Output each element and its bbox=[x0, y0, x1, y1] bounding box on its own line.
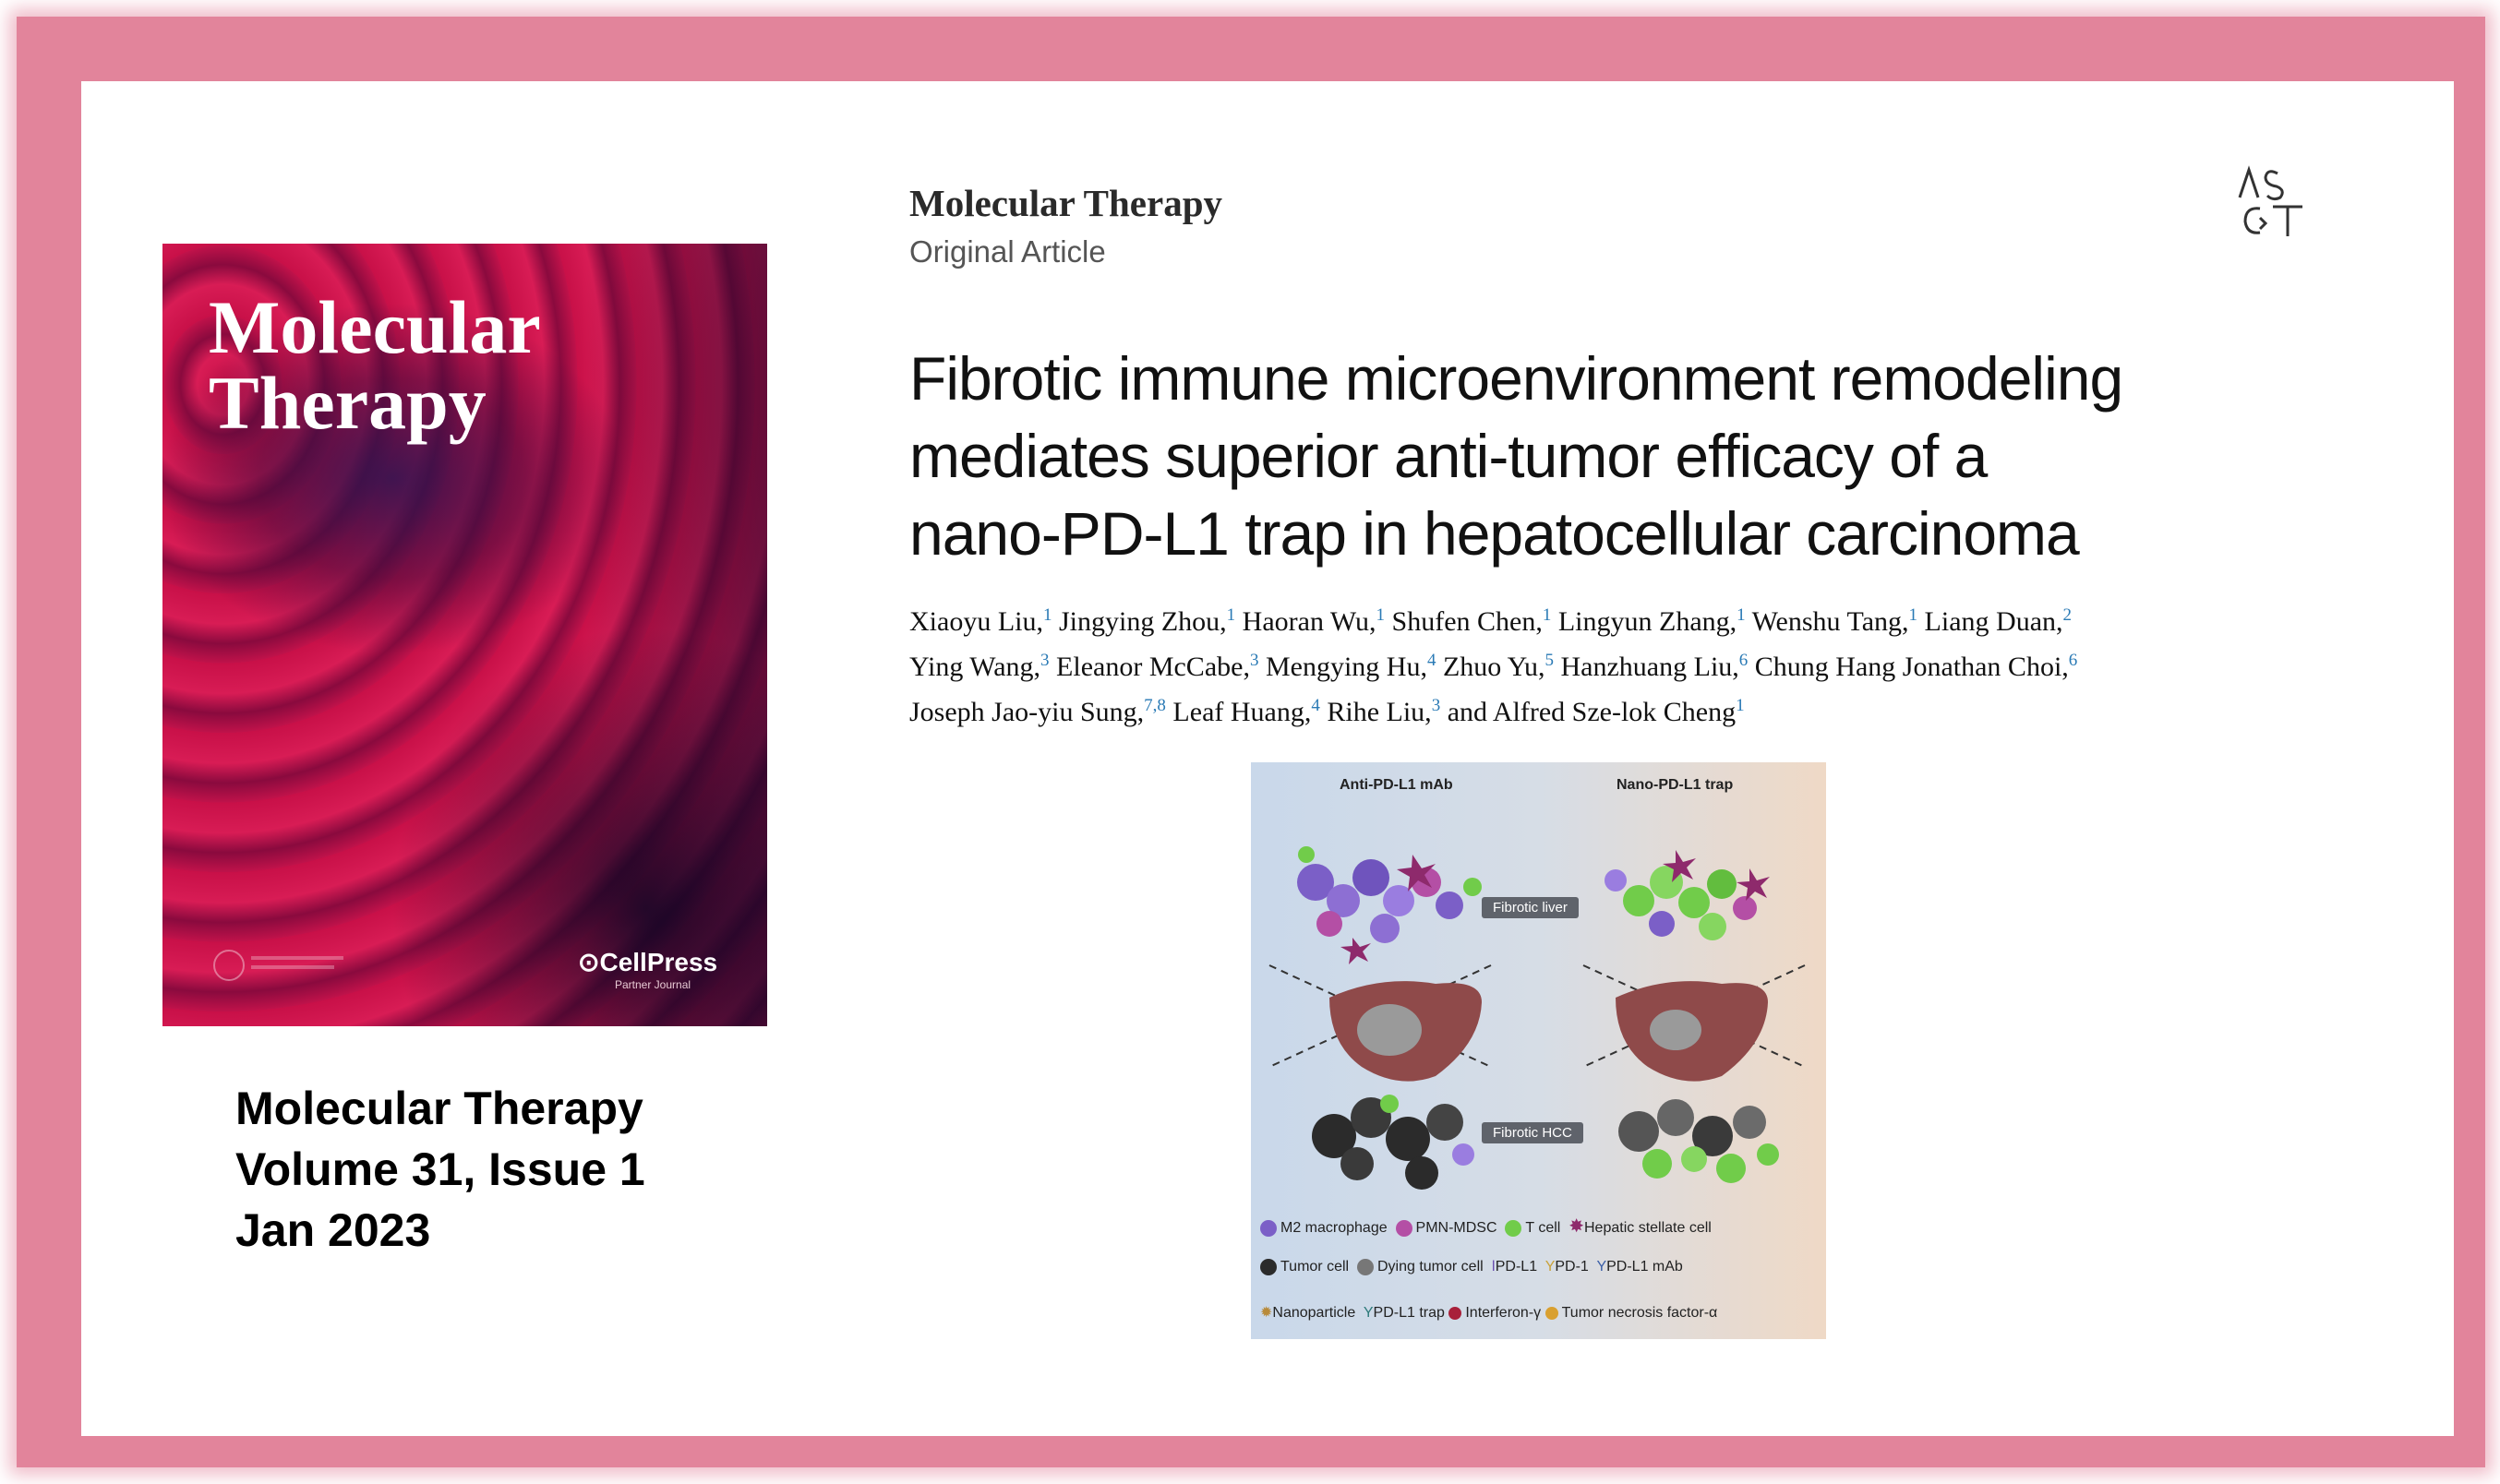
pd-l1-trap-icon: Y bbox=[1363, 1305, 1374, 1321]
partner-journal-label: Partner Journal bbox=[615, 978, 691, 991]
affiliation-ref: 3 bbox=[1040, 651, 1050, 670]
affiliation-ref: 1 bbox=[1736, 696, 1745, 715]
legend-label: T cell bbox=[1525, 1220, 1561, 1236]
author[interactable]: Chung Hang Jonathan Choi, bbox=[1754, 652, 2069, 682]
pd-l1-mab-icon: Y bbox=[1596, 1259, 1607, 1275]
author[interactable]: Shufen Chen, bbox=[1391, 606, 1543, 637]
affiliation-ref: 1 bbox=[1042, 605, 1052, 625]
ga-legend-row: Tumor cell Dying tumor cell ǀPD-L1 YPD-1… bbox=[1260, 1259, 1683, 1275]
author[interactable]: Liang Duan, bbox=[1924, 606, 2063, 637]
affiliation-ref: 5 bbox=[1544, 651, 1555, 670]
author-list: Xiaoyu Liu,1 Jingying Zhou,1 Haoran Wu,1… bbox=[909, 596, 2294, 732]
affiliation-ref: 1 bbox=[1542, 605, 1552, 625]
legend-label: M2 macrophage bbox=[1280, 1220, 1388, 1236]
affiliation-ref: 3 bbox=[1431, 696, 1441, 715]
legend-label: Tumor cell bbox=[1280, 1259, 1350, 1275]
ga-legend-row: ✹Nanoparticle YPD-L1 trap Interferon-γ T… bbox=[1260, 1303, 1717, 1322]
cover-title: Molecular Therapy bbox=[209, 290, 726, 441]
legend-label: Hepatic stellate cell bbox=[1584, 1220, 1712, 1236]
tnf-alpha-icon bbox=[1544, 1306, 1558, 1320]
article-journal-name: Molecular Therapy bbox=[909, 182, 1222, 224]
pd-1-icon: Y bbox=[1544, 1259, 1556, 1275]
nanoparticle-icon: ✹ bbox=[1260, 1305, 1273, 1321]
affiliation-ref: 1 bbox=[1226, 605, 1236, 625]
author-line: Xiaoyu Liu,1 Jingying Zhou,1 Haoran Wu,1… bbox=[909, 596, 2294, 641]
legend-label: PD-L1 bbox=[1495, 1259, 1538, 1275]
legend-label: Nanoparticle bbox=[1272, 1305, 1356, 1321]
m2-macrophage-icon bbox=[1260, 1219, 1277, 1237]
ga-fibrotic-liver-right bbox=[1605, 850, 1770, 940]
ga-fibrotic-hcc-right bbox=[1618, 1099, 1779, 1183]
legend-label: PMN-MDSC bbox=[1415, 1220, 1497, 1236]
graphical-abstract: Anti-PD-L1 mAb Nano-PD-L1 trap bbox=[1251, 762, 1826, 1339]
legend-label: Dying tumor cell bbox=[1376, 1259, 1484, 1275]
title-line: mediates superior anti-tumor efficacy of… bbox=[909, 422, 1988, 490]
affiliation-ref: 3 bbox=[1249, 651, 1259, 670]
author-line: Joseph Jao-yiu Sung,7,8 Leaf Huang,4 Rih… bbox=[909, 687, 2294, 732]
interferon-gamma-icon bbox=[1448, 1306, 1462, 1320]
legend-label: PD-L1 mAb bbox=[1606, 1259, 1683, 1275]
author[interactable]: Lingyun Zhang, bbox=[1557, 606, 1737, 637]
affiliation-ref: 4 bbox=[1311, 696, 1320, 715]
author[interactable]: Leaf Huang, bbox=[1172, 697, 1312, 727]
citation-block: Molecular Therapy Volume 31, Issue 1 Jan… bbox=[235, 1078, 645, 1261]
author[interactable]: Haoran Wu, bbox=[1242, 606, 1376, 637]
author[interactable]: Eleanor McCabe, bbox=[1056, 652, 1250, 682]
asgct-cover-logo-icon bbox=[213, 950, 343, 981]
legend-label: PD-L1 trap bbox=[1373, 1305, 1445, 1321]
author[interactable]: Jingying Zhou, bbox=[1058, 606, 1227, 637]
journal-cover-image: Molecular Therapy ⊙CellPress Partner Jou… bbox=[162, 244, 767, 1026]
author-line: Ying Wang,3 Eleanor McCabe,3 Mengying Hu… bbox=[909, 641, 2294, 687]
cellpress-logo: ⊙CellPress bbox=[578, 948, 718, 976]
author[interactable]: Wenshu Tang, bbox=[1751, 606, 1909, 637]
pmn-mdsc-icon bbox=[1395, 1219, 1412, 1237]
affiliation-ref: 7,8 bbox=[1144, 696, 1166, 715]
asgct-logo-icon bbox=[2238, 165, 2302, 236]
affiliation-ref: 1 bbox=[1737, 605, 1746, 625]
author[interactable]: Joseph Jao-yiu Sung, bbox=[909, 697, 1145, 727]
affiliation-ref: 2 bbox=[2062, 605, 2073, 625]
cover-title-line1: Molecular bbox=[209, 285, 541, 369]
legend-label: Tumor necrosis factor-α bbox=[1561, 1305, 1718, 1321]
ga-fibrotic-liver-left bbox=[1297, 846, 1482, 964]
article-title: Fibrotic immune microenvironment remodel… bbox=[909, 340, 2294, 572]
author[interactable]: Hanzhuang Liu, bbox=[1560, 652, 1739, 682]
dying-tumor-cell-icon bbox=[1356, 1259, 1374, 1275]
author[interactable]: and Alfred Sze-lok Cheng bbox=[1447, 697, 1737, 727]
ga-tag-fibrotic-hcc: Fibrotic HCC bbox=[1482, 1122, 1583, 1143]
tumor-cell-icon bbox=[1260, 1259, 1277, 1275]
cover-shading bbox=[162, 244, 767, 1026]
ga-fibrotic-hcc-left bbox=[1312, 1095, 1474, 1190]
pd-l1-icon: ǀ bbox=[1491, 1259, 1496, 1275]
ga-legend-row: M2 macrophage PMN-MDSC T cell ✸Hepatic s… bbox=[1260, 1215, 1712, 1238]
t-cell-icon bbox=[1505, 1219, 1522, 1237]
citation-volume: Volume 31, Issue 1 bbox=[235, 1143, 645, 1195]
article-type: Original Article bbox=[909, 234, 1106, 269]
author[interactable]: Ying Wang, bbox=[909, 652, 1041, 682]
legend-label: Interferon-γ bbox=[1465, 1305, 1542, 1321]
cellpress-label: CellPress bbox=[599, 948, 718, 976]
legend-label: PD-1 bbox=[1555, 1259, 1589, 1275]
ga-left-header: Anti-PD-L1 mAb bbox=[1340, 777, 1453, 793]
hepatic-stellate-cell-icon: ✸ bbox=[1569, 1216, 1584, 1237]
cover-title-line2: Therapy bbox=[209, 361, 487, 445]
ga-illustration bbox=[1268, 846, 1806, 1190]
affiliation-ref: 4 bbox=[1426, 651, 1436, 670]
title-line: Fibrotic immune microenvironment remodel… bbox=[909, 344, 2123, 413]
affiliation-ref: 6 bbox=[1738, 651, 1749, 670]
author[interactable]: Mengying Hu, bbox=[1265, 652, 1427, 682]
title-line: nano-PD-L1 trap in hepatocellular carcin… bbox=[909, 499, 2080, 568]
affiliation-ref: 6 bbox=[2068, 651, 2078, 670]
affiliation-ref: 1 bbox=[1376, 605, 1386, 625]
author[interactable]: Rihe Liu, bbox=[1327, 697, 1432, 727]
ga-tag-fibrotic-liver: Fibrotic liver bbox=[1482, 897, 1579, 918]
affiliation-ref: 1 bbox=[1908, 605, 1918, 625]
author[interactable]: Zhuo Yu, bbox=[1442, 652, 1545, 682]
ga-right-header: Nano-PD-L1 trap bbox=[1617, 777, 1734, 793]
citation-journal: Molecular Therapy bbox=[235, 1083, 643, 1134]
author[interactable]: Xiaoyu Liu, bbox=[909, 606, 1043, 637]
citation-date: Jan 2023 bbox=[235, 1204, 431, 1256]
